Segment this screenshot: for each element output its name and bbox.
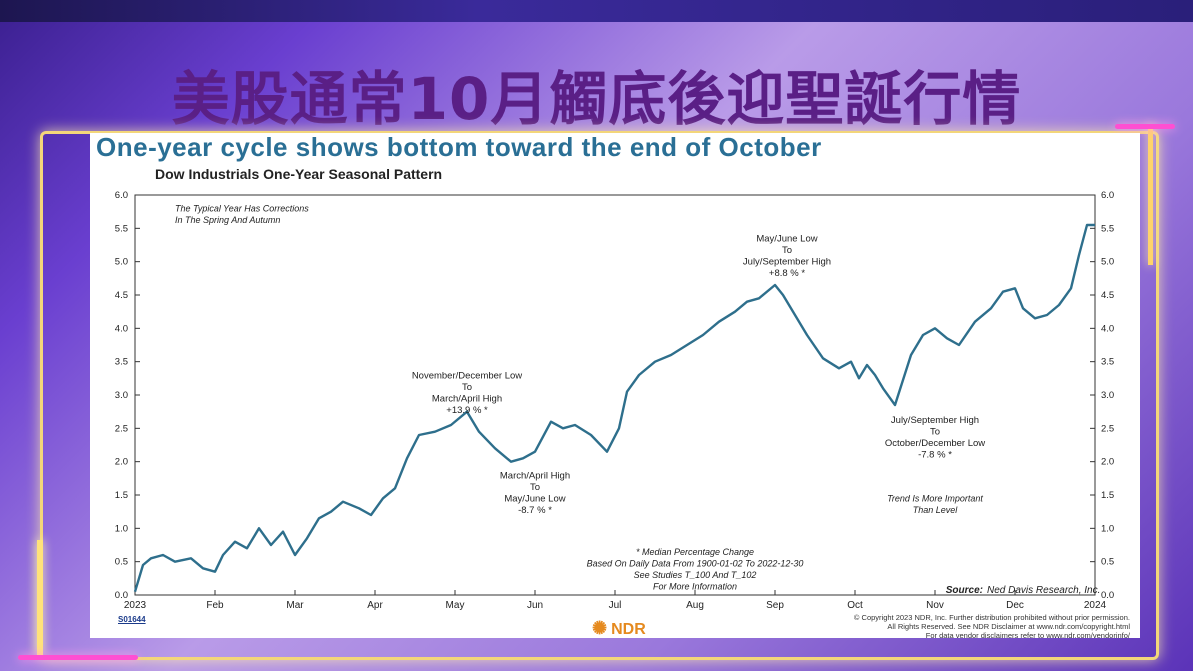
annotation-mar_apr-line: March/April High bbox=[500, 470, 570, 481]
y-tick-label-left: 1.0 bbox=[115, 523, 128, 534]
seasonal-line-chart: 0.0 0.0 0.5 0.5 1.0 1.0 1.5 1.5 2.0 2.0 2.5 2.5 3.0 3… bbox=[115, 190, 1114, 611]
page-headline: 美股通常10月觸底後迎聖誕行情 bbox=[171, 65, 1022, 133]
x-tick-label: Mar bbox=[286, 600, 304, 611]
x-tick-label: May bbox=[446, 600, 465, 611]
annotation-median-line: * Median Percentage Change bbox=[636, 547, 754, 557]
y-tick-label-right: 6.0 bbox=[1101, 190, 1114, 201]
y-tick-label-left: 3.5 bbox=[115, 357, 128, 368]
annotation-median-line: For More Information bbox=[653, 582, 737, 592]
y-tick-label-left: 0.5 bbox=[115, 557, 128, 568]
y-tick-label-left: 2.0 bbox=[115, 457, 128, 468]
y-tick-label-left: 1.5 bbox=[115, 490, 128, 501]
source-label: Source: bbox=[946, 585, 983, 596]
source-text: Ned Davis Research, Inc. bbox=[987, 585, 1100, 596]
annotation-mar_apr-line: To bbox=[530, 482, 540, 493]
y-tick-label-right: 4.5 bbox=[1101, 290, 1114, 301]
copyright-line-2: All Rights Reserved. See NDR Disclaimer … bbox=[887, 622, 1130, 631]
top-band bbox=[0, 0, 1193, 22]
annotation-mar_apr-line: May/June Low bbox=[504, 493, 565, 504]
annotation-mar_apr-line: -8.7 % * bbox=[518, 505, 552, 516]
neon-accent-right bbox=[1148, 125, 1153, 265]
annotation-median-line: Based On Daily Data From 1900-01-02 To 2… bbox=[587, 559, 804, 569]
ndr-logo: ✺ NDR bbox=[592, 618, 646, 639]
ndr-logo-text: NDR bbox=[611, 621, 646, 638]
annotation-may_jun-line: May/June Low bbox=[756, 234, 817, 245]
annotation-jul_sep-line: To bbox=[930, 427, 940, 438]
y-tick-label-right: 5.5 bbox=[1101, 223, 1114, 234]
y-tick-label-left: 2.5 bbox=[115, 423, 128, 434]
annotation-typical-line: In The Spring And Autumn bbox=[175, 215, 280, 225]
copyright-line-3: For data vendor disclaimers refer to www… bbox=[925, 631, 1130, 640]
annotation-jul_sep-line: October/December Low bbox=[885, 438, 985, 449]
annotation-nov_dec-line: +13.9 % * bbox=[446, 405, 488, 416]
chart-subtitle: Dow Industrials One-Year Seasonal Patter… bbox=[155, 166, 443, 182]
y-tick-label-right: 0.5 bbox=[1101, 557, 1114, 568]
series-line bbox=[133, 223, 1095, 593]
neon-accent-left bbox=[37, 540, 43, 655]
annotation-nov_dec-line: March/April High bbox=[432, 393, 502, 404]
x-tick-label: 2023 bbox=[124, 600, 147, 611]
y-tick-label-left: 5.0 bbox=[115, 257, 128, 268]
y-tick-label-right: 1.0 bbox=[1101, 523, 1114, 534]
chart-card bbox=[90, 133, 1140, 638]
y-tick-label-left: 6.0 bbox=[115, 190, 128, 201]
y-tick-label-right: 2.0 bbox=[1101, 457, 1114, 468]
x-tick-label: Dec bbox=[1006, 600, 1024, 611]
y-tick-label-right: 1.5 bbox=[1101, 490, 1114, 501]
annotation-jul_sep-line: -7.8 % * bbox=[918, 450, 952, 461]
y-tick-label-left: 0.0 bbox=[115, 590, 128, 601]
chart-title: One-year cycle shows bottom toward the e… bbox=[96, 132, 822, 162]
y-tick-label-right: 2.5 bbox=[1101, 423, 1114, 434]
x-tick-label: Feb bbox=[206, 600, 224, 611]
annotation-median-line: See Studies T_100 And T_102 bbox=[634, 570, 757, 580]
x-tick-label: Sep bbox=[766, 600, 784, 611]
copyright-line-1: © Copyright 2023 NDR, Inc. Further distr… bbox=[853, 613, 1130, 622]
annotation-nov_dec-line: To bbox=[462, 382, 472, 393]
ndr-logo-mark-icon: ✺ bbox=[592, 618, 608, 638]
y-tick-label-left: 5.5 bbox=[115, 223, 128, 234]
x-tick-label: Jul bbox=[609, 600, 622, 611]
x-tick-label: Nov bbox=[926, 600, 944, 611]
x-tick-label: Apr bbox=[367, 600, 383, 611]
y-tick-label-right: 0.0 bbox=[1101, 590, 1114, 601]
y-tick-label-left: 4.0 bbox=[115, 323, 128, 334]
x-tick-label: 2024 bbox=[1084, 600, 1107, 611]
annotation-may_jun-line: To bbox=[782, 245, 792, 256]
annotation-trend-line: Than Level bbox=[913, 505, 959, 515]
neon-accent-top-right bbox=[1115, 124, 1175, 129]
annotation-jul_sep-line: July/September High bbox=[891, 415, 979, 426]
y-tick-label-right: 5.0 bbox=[1101, 257, 1114, 268]
y-tick-label-right: 3.5 bbox=[1101, 357, 1114, 368]
neon-frame bbox=[40, 131, 1159, 660]
annotation-may_jun-line: +8.8 % * bbox=[769, 268, 805, 279]
x-tick-label: Aug bbox=[686, 600, 704, 611]
annotation-trend-line: Trend Is More Important bbox=[887, 494, 983, 504]
chart-code: S01644 bbox=[118, 615, 146, 624]
x-tick-label: Jun bbox=[527, 600, 543, 611]
x-tick-label: Oct bbox=[847, 600, 863, 611]
neon-accent-bottom bbox=[18, 655, 138, 660]
annotation-nov_dec-line: November/December Low bbox=[412, 370, 522, 381]
annotation-may_jun-line: July/September High bbox=[743, 257, 831, 268]
y-tick-label-right: 3.0 bbox=[1101, 390, 1114, 401]
y-tick-label-right: 4.0 bbox=[1101, 323, 1114, 334]
annotation-typical-line: The Typical Year Has Corrections bbox=[175, 204, 309, 214]
y-tick-label-left: 4.5 bbox=[115, 290, 128, 301]
y-tick-label-left: 3.0 bbox=[115, 390, 128, 401]
